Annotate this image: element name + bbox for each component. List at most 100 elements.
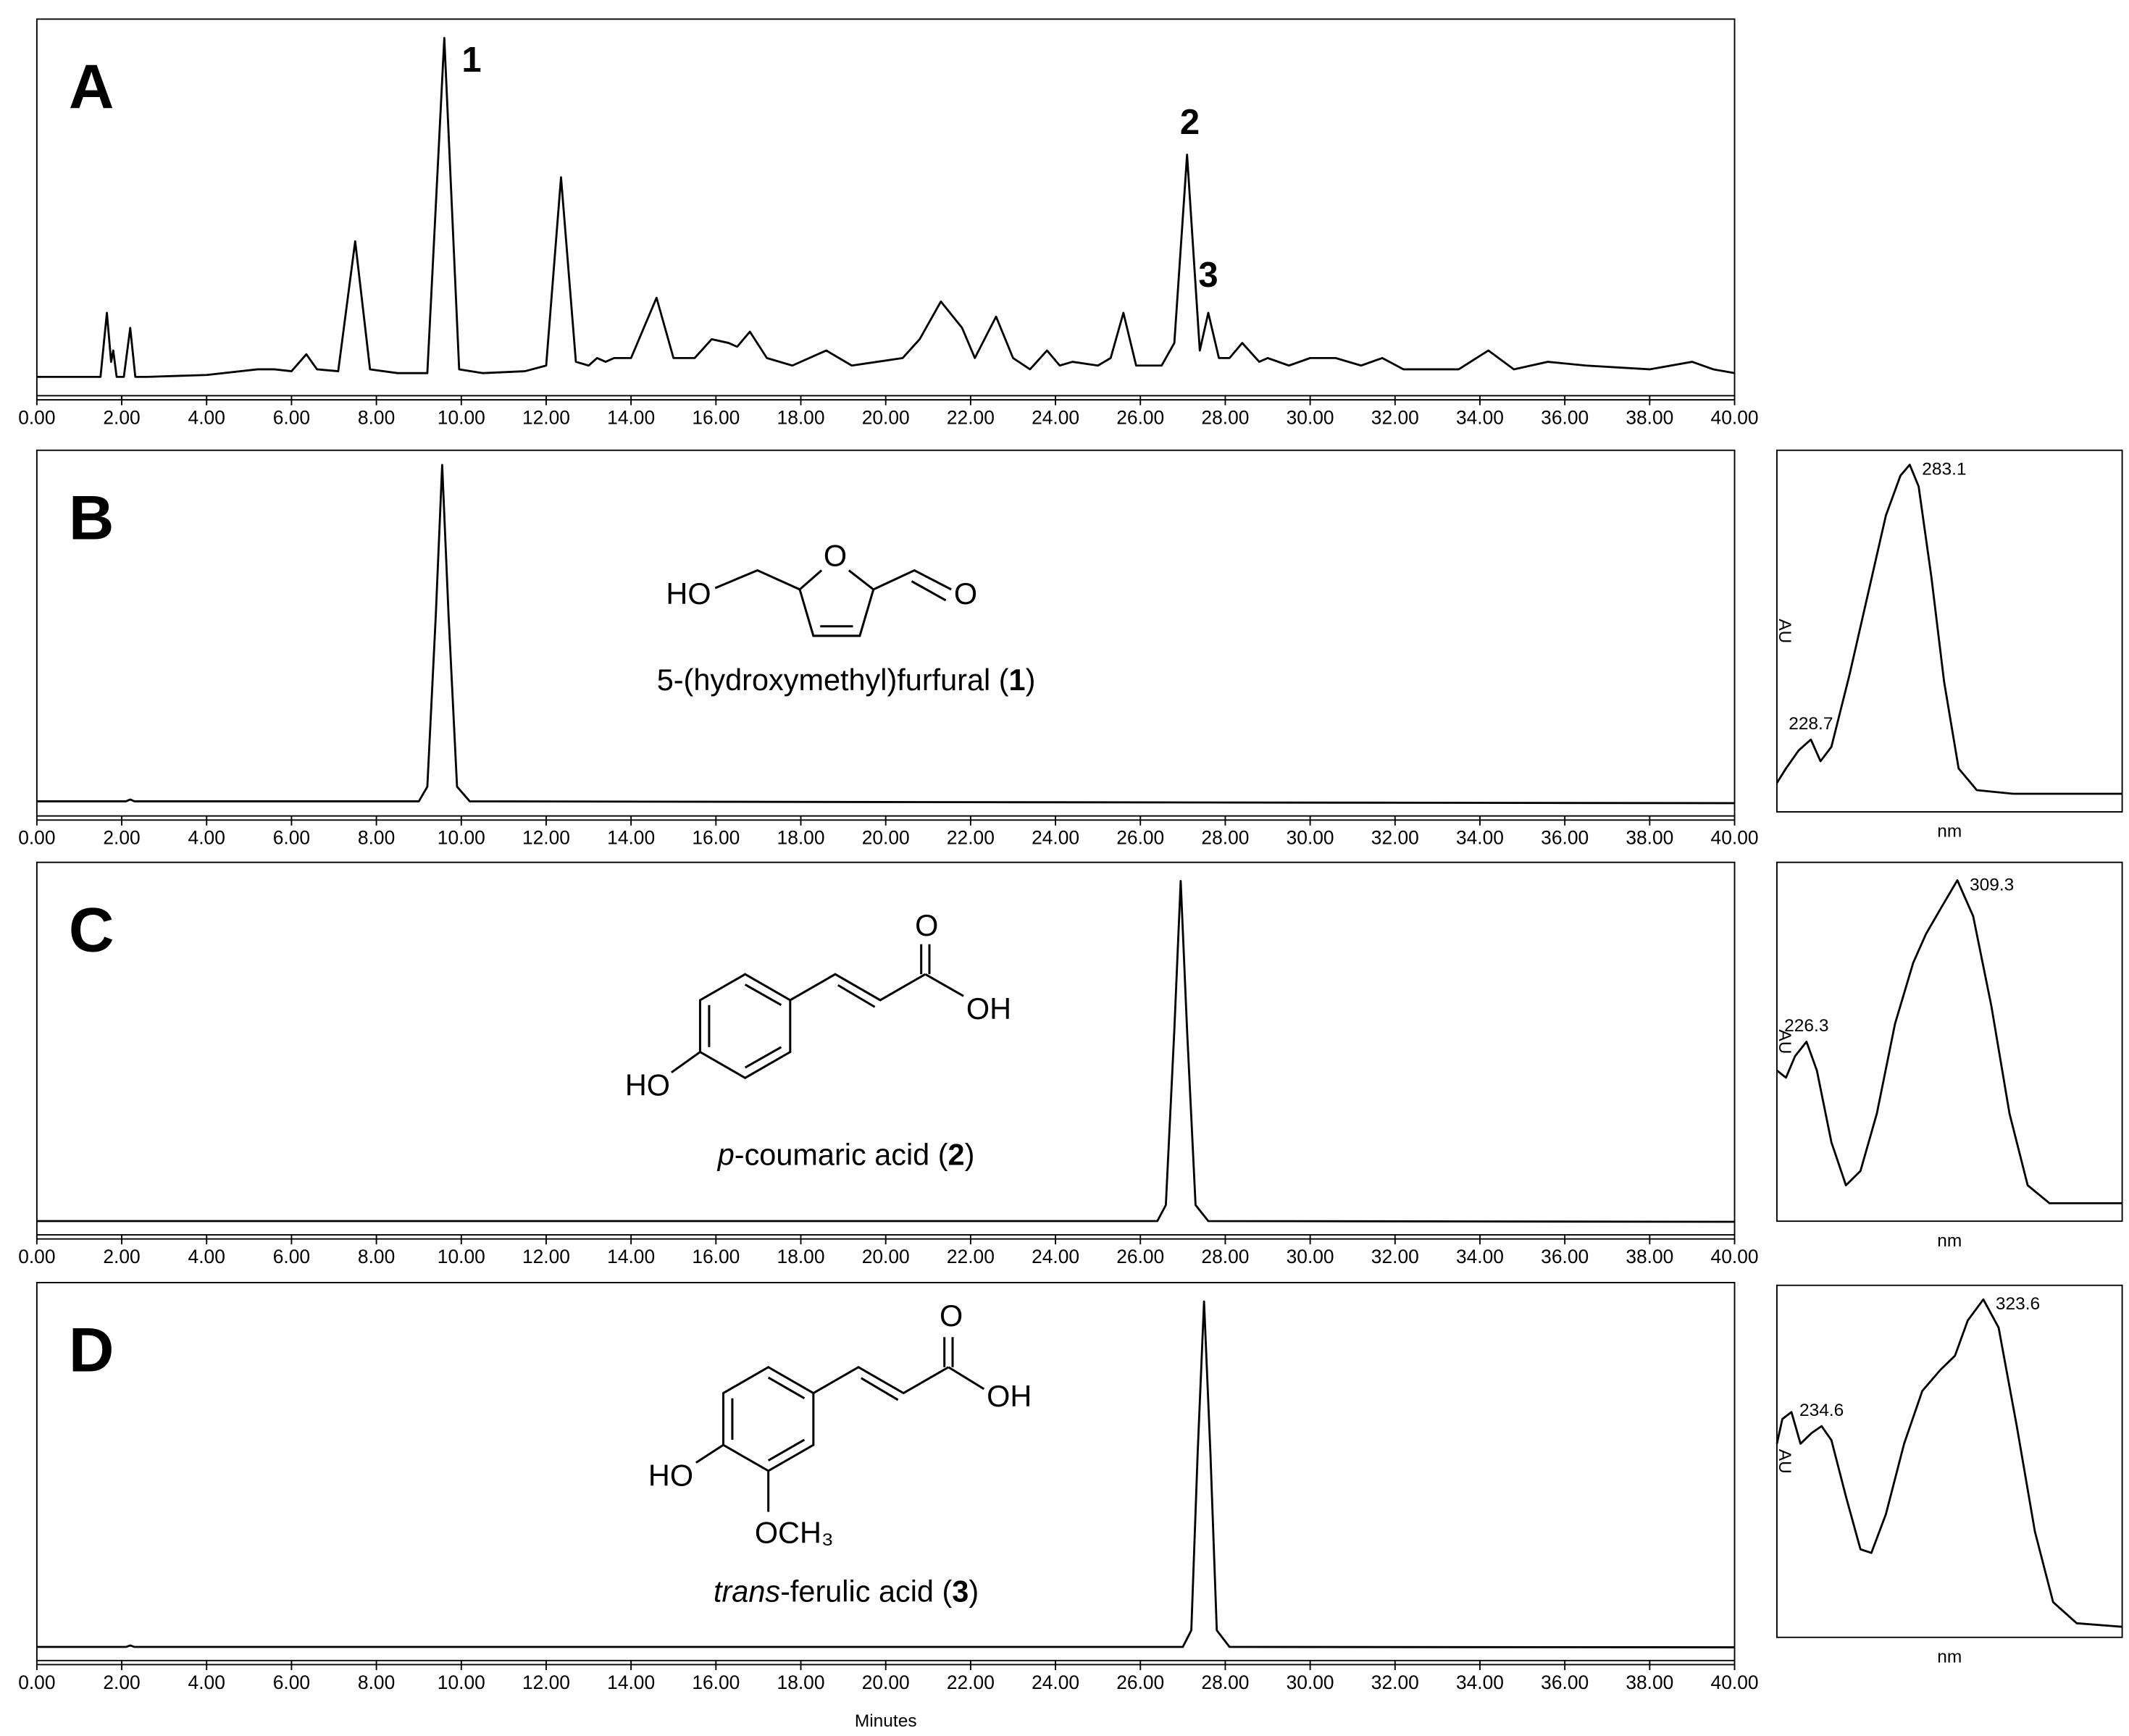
compound-name-text: ) <box>1026 663 1036 697</box>
structure-label: O <box>954 576 977 611</box>
x-tick-label: 6.00 <box>273 827 310 849</box>
structure-label: HO <box>666 576 711 611</box>
trace <box>36 464 1735 805</box>
x-tick-label: 6.00 <box>273 406 310 428</box>
x-tick-label: 40.00 <box>1711 827 1759 849</box>
structure-bonds <box>695 1337 985 1512</box>
x-tick-label: 28.00 <box>1201 1246 1249 1267</box>
y-axis-label: AU <box>1775 618 1794 643</box>
x-tick-label: 12.00 <box>522 827 570 849</box>
x-tick-label: 12.00 <box>522 1246 570 1267</box>
x-tick-label: 24.00 <box>1032 406 1079 428</box>
x-tick-label: 14.00 <box>607 1246 655 1267</box>
structure-label: O <box>915 908 938 942</box>
x-tick-label: 34.00 <box>1456 1672 1504 1693</box>
x-tick-label: 38.00 <box>1626 1672 1673 1693</box>
x-tick-label: 0.00 <box>18 406 55 428</box>
x-tick-label: 40.00 <box>1711 406 1759 428</box>
x-tick-label: 18.00 <box>777 827 825 849</box>
x-tick-label: 26.00 <box>1116 1672 1164 1693</box>
structure-label: HO <box>648 1458 693 1492</box>
x-tick-label: 36.00 <box>1541 827 1589 849</box>
compound-name: p-coumaric acid (2) <box>716 1138 975 1172</box>
peak-label: 3 <box>1198 256 1218 295</box>
plot-frame <box>1775 1284 2123 1638</box>
x-tick-label: 10.00 <box>438 827 485 849</box>
x-tick-label: 30.00 <box>1287 827 1334 849</box>
x-tick-label: 12.00 <box>522 1672 570 1693</box>
x-axis-label: nm <box>1937 822 1962 842</box>
x-tick-label: 24.00 <box>1032 1246 1079 1267</box>
peak-label: 323.6 <box>1996 1294 2040 1314</box>
x-tick-label: 28.00 <box>1201 1672 1249 1693</box>
peak-label: 226.3 <box>1784 1016 1828 1036</box>
panel-letter: A <box>69 52 114 122</box>
x-tick-label: 18.00 <box>777 1672 825 1693</box>
x-tick-label: 26.00 <box>1116 406 1164 428</box>
x-tick-label: 12.00 <box>522 406 570 428</box>
x-tick-label: 2.00 <box>103 1246 140 1267</box>
peak-label: 234.6 <box>1799 1401 1844 1420</box>
x-tick-label: 22.00 <box>947 827 995 849</box>
x-tick-label: 2.00 <box>103 406 140 428</box>
trace <box>1775 464 2122 795</box>
x-tick-label: 16.00 <box>692 406 740 428</box>
peak-label: 309.3 <box>1970 875 2014 894</box>
structure-bonds <box>714 569 952 637</box>
x-tick-label: 28.00 <box>1201 827 1249 849</box>
x-tick-label: 4.00 <box>188 406 225 428</box>
panel-letter: C <box>69 895 114 965</box>
compound-name: trans-ferulic acid (3) <box>714 1574 979 1608</box>
x-tick-label: 16.00 <box>692 1246 740 1267</box>
structure-bonds <box>671 944 964 1080</box>
x-tick-label: 24.00 <box>1032 827 1079 849</box>
x-tick-label: 32.00 <box>1371 1672 1419 1693</box>
panel-letter: B <box>69 483 114 553</box>
x-tick-label: 32.00 <box>1371 406 1419 428</box>
compound-name-text: 5-(hydroxymethyl)furfural ( <box>657 663 1009 697</box>
x-tick-label: 30.00 <box>1287 406 1334 428</box>
x-tick-label: 30.00 <box>1287 1672 1334 1693</box>
x-tick-label: 38.00 <box>1626 406 1673 428</box>
plot-frame <box>1775 861 2123 1223</box>
trace <box>1775 1298 2122 1628</box>
x-tick-label: 16.00 <box>692 1672 740 1693</box>
peak-label: 283.1 <box>1922 460 1966 479</box>
peak-label: 228.7 <box>1789 714 1833 734</box>
x-tick-label: 30.00 <box>1287 1246 1334 1267</box>
x-tick-label: 0.00 <box>18 1672 55 1693</box>
x-tick-label: 8.00 <box>358 827 395 849</box>
x-tick-label: 22.00 <box>947 406 995 428</box>
x-tick-label: 4.00 <box>188 827 225 849</box>
x-tick-label: 24.00 <box>1032 1672 1079 1693</box>
x-tick-label: 6.00 <box>273 1672 310 1693</box>
x-tick-label: 18.00 <box>777 406 825 428</box>
x-tick-label: 36.00 <box>1541 1672 1589 1693</box>
structure-label: OCH₃ <box>755 1515 834 1549</box>
x-tick-label: 0.00 <box>18 1246 55 1267</box>
x-tick-label: 20.00 <box>862 1672 910 1693</box>
compound-name-text: ) <box>965 1138 975 1172</box>
x-tick-label: 20.00 <box>862 406 910 428</box>
x-tick-label: 22.00 <box>947 1672 995 1693</box>
x-tick-label: 8.00 <box>358 406 395 428</box>
x-tick-label: 34.00 <box>1456 406 1504 428</box>
x-tick-label: 20.00 <box>862 827 910 849</box>
x-tick-label: 32.00 <box>1371 827 1419 849</box>
trace <box>36 36 1735 378</box>
x-tick-label: 2.00 <box>103 827 140 849</box>
x-tick-label: 2.00 <box>103 1672 140 1693</box>
x-axis-label: nm <box>1937 1648 1962 1667</box>
x-tick-label: 36.00 <box>1541 406 1589 428</box>
y-axis-label: AU <box>1775 1449 1794 1474</box>
compound-name: 5-(hydroxymethyl)furfural (1) <box>657 663 1036 697</box>
x-tick-label: 8.00 <box>358 1672 395 1693</box>
structure-label: OH <box>966 991 1011 1026</box>
panel-letter: D <box>69 1316 114 1385</box>
x-tick-label: 14.00 <box>607 1672 655 1693</box>
trace <box>1776 879 2122 1204</box>
x-tick-label: 18.00 <box>777 1246 825 1267</box>
x-tick-label: 10.00 <box>438 1672 485 1693</box>
